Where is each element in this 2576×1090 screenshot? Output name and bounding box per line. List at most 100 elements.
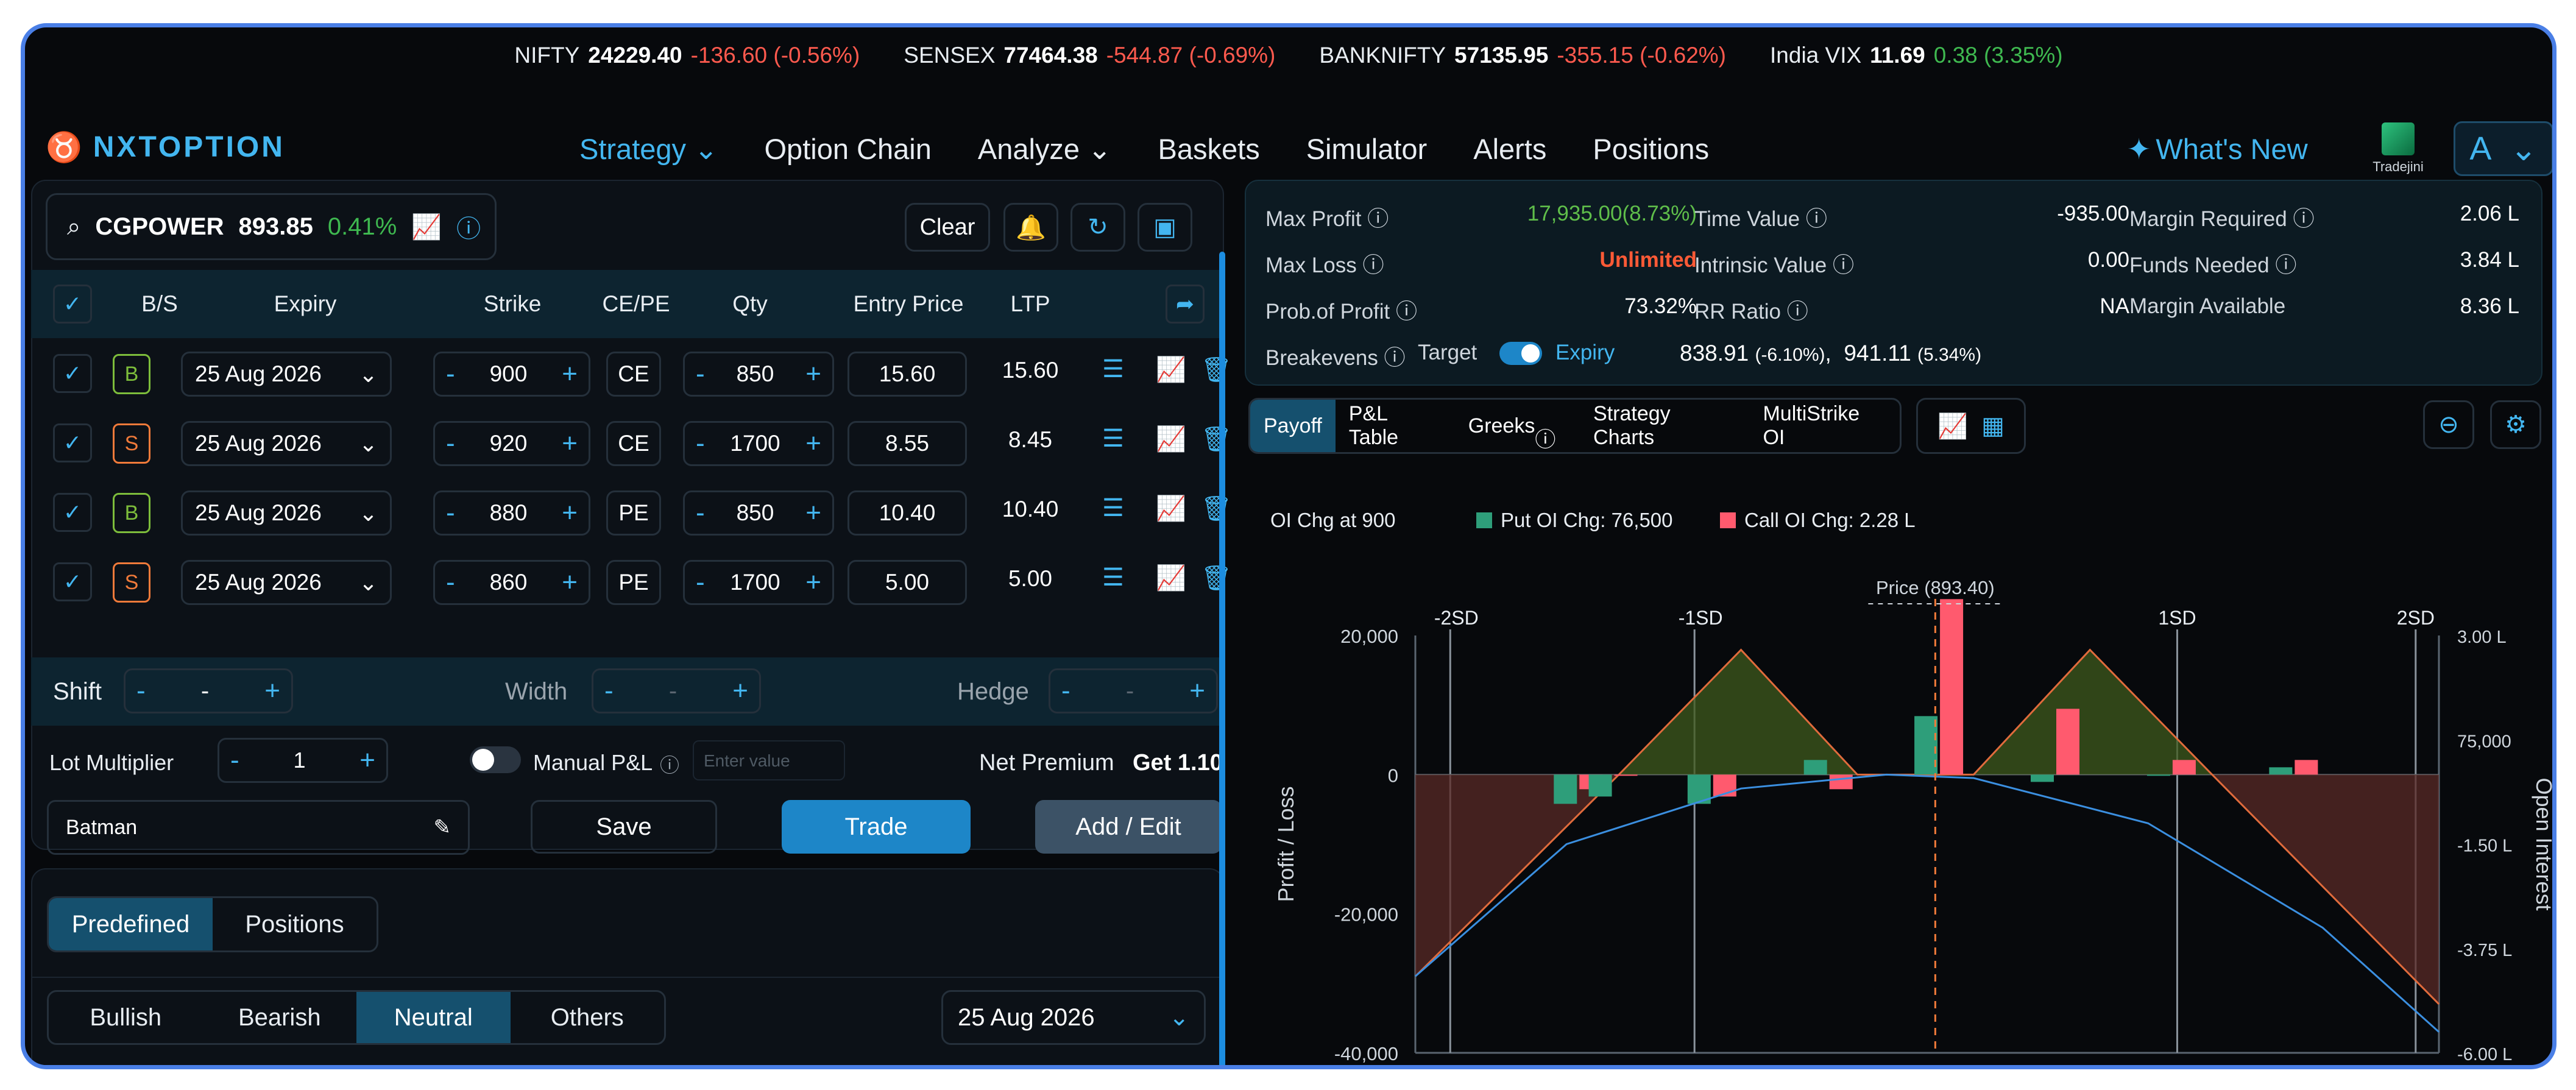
payoff-chart[interactable]: OI Chg at 900 Put OI Chg: 76,500 Call OI C… xyxy=(1245,472,2555,1069)
minus-icon[interactable]: - xyxy=(696,428,705,458)
account-menu[interactable]: A ⌄ xyxy=(2454,121,2552,176)
entry-price-input[interactable]: 8.55 xyxy=(847,421,967,466)
chart-view-icon[interactable]: 📈 xyxy=(1937,412,1968,440)
strike-stepper[interactable]: - 920 + xyxy=(433,421,590,466)
bell-icon[interactable]: 🔔 xyxy=(1003,203,1058,252)
tab-payoff[interactable]: Payoff xyxy=(1250,400,1336,452)
tab-others[interactable]: Others xyxy=(550,1003,624,1031)
chart-icon[interactable]: 📈 xyxy=(411,213,442,241)
leg-checkbox[interactable]: ✓ xyxy=(53,423,92,462)
chart-icon[interactable]: 📈 xyxy=(1156,356,1186,383)
strike-stepper[interactable]: - 900 + xyxy=(433,352,590,397)
plus-icon[interactable]: + xyxy=(1189,676,1205,706)
filter-icon[interactable]: ☰ xyxy=(1102,564,1124,591)
hedge-stepper[interactable]: - - + xyxy=(1049,668,1218,713)
save-button[interactable]: Save xyxy=(531,800,717,854)
nav-item[interactable]: Analyze ⌄ xyxy=(977,133,1112,165)
table-row[interactable]: ✓ S 25 Aug 2026 ⌄ -860 + PE -1700 + 5.00 5.… xyxy=(31,548,1232,617)
symbol-search[interactable]: ⌕ CGPOWER 893.85 0.41% 📈 ⓘ xyxy=(46,193,497,260)
leg-expiry-select[interactable]: 25 Aug 2026 ⌄ xyxy=(181,560,392,605)
plus-icon[interactable]: + xyxy=(805,567,821,597)
leg-type-toggle[interactable]: PE xyxy=(606,560,661,605)
tab-greeks[interactable]: Greeks ⓘ xyxy=(1468,399,1556,452)
tab-multistrike-oi[interactable]: MultiStrike OI xyxy=(1763,402,1860,449)
plus-icon[interactable]: + xyxy=(264,676,280,706)
nav-item[interactable]: Strategy ⌄ xyxy=(579,133,718,165)
entry-price-input[interactable]: 10.40 xyxy=(847,490,967,536)
leg-type-toggle[interactable]: CE xyxy=(606,421,661,466)
leg-checkbox[interactable]: ✓ xyxy=(53,493,92,532)
share-icon[interactable]: ➦ xyxy=(1166,285,1205,324)
minus-icon[interactable]: - xyxy=(696,498,705,528)
table-row[interactable]: ✓ S 25 Aug 2026 ⌄ -920 + CE -1700 + 8.55 8.… xyxy=(31,409,1232,478)
tab-bullish[interactable]: Bullish xyxy=(90,1003,162,1031)
chart-settings-icon[interactable]: ⚙ xyxy=(2490,400,2541,449)
leg-type-toggle[interactable]: CE xyxy=(606,352,661,397)
trade-button[interactable]: Trade xyxy=(782,800,971,854)
minus-icon[interactable]: - xyxy=(696,567,705,597)
tab-neutral[interactable]: Neutral xyxy=(356,992,511,1043)
info-icon[interactable]: ⓘ xyxy=(456,216,481,242)
trash-icon[interactable]: 🗑 xyxy=(1201,426,1232,453)
manual-pl-input[interactable]: Enter value xyxy=(693,740,845,780)
view-toggle[interactable]: 📈 ▦ xyxy=(1916,398,2026,454)
filter-icon[interactable]: ☰ xyxy=(1102,495,1124,522)
entry-price-input[interactable]: 15.60 xyxy=(847,352,967,397)
logo[interactable]: ♉ NXTOPTION xyxy=(46,130,285,165)
buy-sell-toggle[interactable]: B xyxy=(113,493,150,533)
plus-icon[interactable]: + xyxy=(359,745,375,775)
broker-logo[interactable]: Tradejini xyxy=(2371,122,2426,175)
leg-checkbox[interactable]: ✓ xyxy=(53,354,92,393)
strategy-name-input[interactable]: Batman ✎ xyxy=(47,800,470,855)
nav-item[interactable]: Baskets xyxy=(1158,133,1260,165)
plus-icon[interactable]: + xyxy=(805,428,821,458)
chart-icon[interactable]: 📈 xyxy=(1156,565,1186,592)
filter-icon[interactable]: ☰ xyxy=(1102,425,1124,452)
plus-icon[interactable]: + xyxy=(562,567,578,597)
buy-sell-toggle[interactable]: S xyxy=(113,423,150,464)
minus-icon[interactable]: - xyxy=(604,676,614,706)
minus-icon[interactable]: - xyxy=(230,745,239,775)
tab-positions[interactable]: Positions xyxy=(245,910,344,938)
qty-stepper[interactable]: -1700 + xyxy=(683,560,834,605)
ticker-item[interactable]: India VIX 11.69 0.38 (3.35%) xyxy=(1770,43,2063,68)
plus-icon[interactable]: + xyxy=(805,498,821,528)
whats-new-link[interactable]: ✦ What's New xyxy=(2127,132,2308,166)
lot-multiplier-stepper[interactable]: - 1 + xyxy=(218,738,388,783)
nav-item[interactable]: Alerts xyxy=(1473,133,1547,165)
table-view-icon[interactable]: ▦ xyxy=(1981,412,2005,439)
trash-icon[interactable]: 🗑 xyxy=(1201,356,1232,383)
table-row[interactable]: ✓ B 25 Aug 2026 ⌄ - 900 + CE - 850 + 15.60 15… xyxy=(31,339,1232,409)
target-expiry-toggle[interactable] xyxy=(1499,342,1542,365)
nav-item[interactable]: Simulator xyxy=(1306,133,1428,165)
chart-icon[interactable]: 📈 xyxy=(1156,426,1186,453)
qty-stepper[interactable]: - 850 + xyxy=(683,490,834,536)
shift-stepper[interactable]: - - + xyxy=(124,668,293,713)
plus-icon[interactable]: + xyxy=(805,359,821,389)
trash-icon[interactable]: 🗑 xyxy=(1201,495,1232,522)
minus-icon[interactable]: - xyxy=(446,359,455,389)
minus-icon[interactable]: - xyxy=(446,428,455,458)
ticker-item[interactable]: SENSEX 77464.38 -544.87 (-0.69%) xyxy=(904,43,1275,68)
edit-icon[interactable]: ✎ xyxy=(433,816,451,839)
refresh-icon[interactable]: ↻ xyxy=(1070,203,1125,252)
tab-strategy-charts[interactable]: Strategy Charts xyxy=(1593,402,1671,449)
scrollbar[interactable] xyxy=(1219,252,1225,1065)
qty-stepper[interactable]: - 850 + xyxy=(683,352,834,397)
minus-icon[interactable]: - xyxy=(446,567,455,597)
zoom-out-icon[interactable]: ⊖ xyxy=(2423,400,2474,449)
filter-icon[interactable]: ☰ xyxy=(1102,356,1124,383)
tab-bearish[interactable]: Bearish xyxy=(238,1003,321,1031)
minus-icon[interactable]: - xyxy=(696,359,705,389)
leg-checkbox[interactable]: ✓ xyxy=(53,562,92,601)
buy-sell-toggle[interactable]: S xyxy=(113,562,150,603)
nav-item[interactable]: Option Chain xyxy=(764,133,932,165)
minus-icon[interactable]: - xyxy=(446,498,455,528)
ticker-item[interactable]: BANKNIFTY 57135.95 -355.15 (-0.62%) xyxy=(1319,43,1726,68)
entry-price-input[interactable]: 5.00 xyxy=(847,560,967,605)
strike-stepper[interactable]: - 880 + xyxy=(433,490,590,536)
minus-icon[interactable]: - xyxy=(1061,676,1070,706)
chart-icon[interactable]: 📈 xyxy=(1156,495,1186,522)
minus-icon[interactable]: - xyxy=(136,676,146,706)
screen-icon[interactable]: ▣ xyxy=(1138,203,1192,252)
